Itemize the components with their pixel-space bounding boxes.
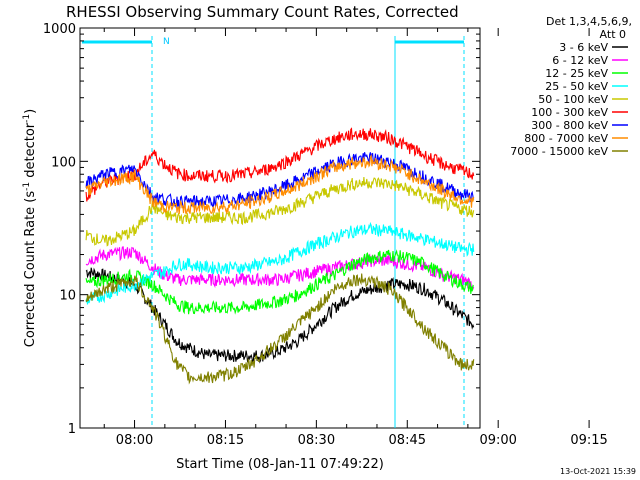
legend-header-line2: Att 0 [600,28,626,41]
x-tick-label: 08:00 [116,433,153,448]
y-label-mid: detector [23,122,38,182]
legend-label-8: 7000 - 15000 keV [510,145,608,158]
y-label-sup2: -1 [22,114,32,123]
series-line-3 [85,221,475,305]
x-tick-label: 08:30 [298,433,335,448]
series-line-1 [85,246,475,291]
legend-label-3: 25 - 50 keV [545,80,608,93]
y-label-sup1: -1 [22,182,32,191]
legend-header-line1: Det 1,3,4,5,6,9, [546,15,632,28]
night-bar-label: N [163,37,170,47]
legend-label-7: 800 - 7000 keV [524,132,608,145]
series-line-0 [85,267,475,364]
legend-label-5: 100 - 300 keV [531,106,608,119]
series-line-5 [85,127,475,202]
x-axis-label: Start Time (08-Jan-11 07:49:22) [176,457,384,472]
footer-timestamp: 13-Oct-2021 15:39 [560,467,636,476]
x-tick-label: 09:15 [570,433,607,448]
chart-title: RHESSI Observing Summary Count Rates, Co… [66,3,459,21]
legend-label-4: 50 - 100 keV [538,93,608,106]
legend-label-6: 300 - 800 keV [531,119,608,132]
night-bands [82,36,465,428]
legend-label-0: 3 - 6 keV [559,41,608,54]
series-line-2 [85,249,475,315]
y-label-end: ) [23,109,38,114]
y-tick-label: 100 [51,155,76,170]
plot-frame [79,27,481,429]
x-tick-label: 09:00 [479,433,516,448]
y-tick-label: 10 [59,289,76,304]
legend-label-2: 12 - 25 keV [545,67,608,80]
x-tick-label: 08:45 [389,433,426,448]
y-label-main: Corrected Count Rate (s [23,191,38,348]
y-tick-label: 1 [68,422,76,437]
series-layer [85,127,475,385]
legend-label-1: 6 - 12 keV [552,54,608,67]
y-tick-label: 1000 [43,22,76,37]
series-line-8 [85,273,475,385]
x-tick-label: 08:15 [207,433,244,448]
series-line-7 [85,153,475,215]
axis-layer: 1 10 100 1000 08:00 08:15 08:30 08:45 09:00 09:15 [43,22,608,448]
series-line-4 [85,176,475,247]
y-axis-label: Corrected Count Rate (s-1 detector-1) [22,109,38,347]
